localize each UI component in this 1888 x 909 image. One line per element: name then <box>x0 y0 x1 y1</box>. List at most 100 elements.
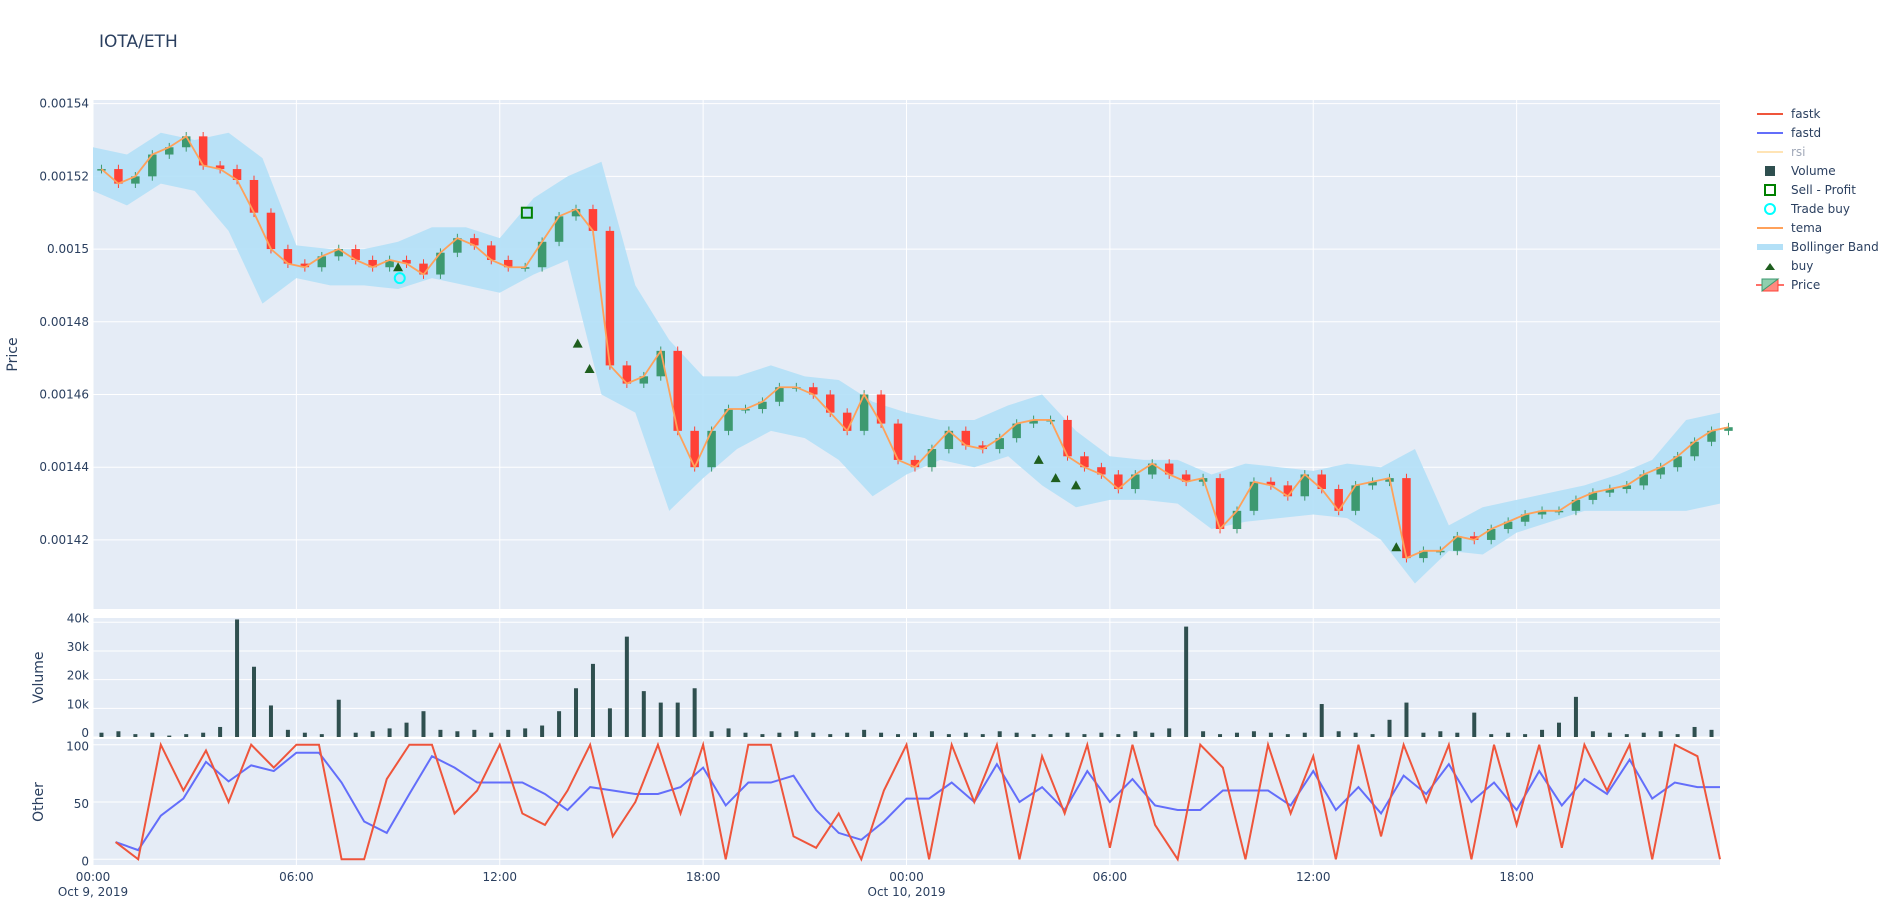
candle <box>1402 478 1411 559</box>
volume-bar <box>1658 731 1663 737</box>
legend-item-trade-buy[interactable]: Trade buy <box>1755 199 1879 218</box>
candle <box>1724 427 1733 431</box>
candle <box>809 387 818 395</box>
candle <box>165 147 174 155</box>
volume-bar <box>1082 734 1087 737</box>
volume-bar <box>557 711 562 737</box>
candle <box>368 259 377 268</box>
candle <box>470 238 479 246</box>
candle <box>1249 481 1259 511</box>
candle <box>1673 456 1682 468</box>
candle <box>1181 474 1191 482</box>
volume-bar <box>1624 734 1629 737</box>
volume-bar <box>980 734 985 737</box>
candle <box>436 252 445 275</box>
legend-item-rsi[interactable]: rsi <box>1755 142 1879 161</box>
candle <box>842 412 852 431</box>
candle <box>554 216 564 242</box>
volume-bar <box>1031 734 1036 737</box>
x-tick-label: 18:00 <box>686 870 721 884</box>
volume-bar <box>1607 732 1612 737</box>
volume-bar <box>862 729 867 737</box>
volume-bar <box>1387 719 1392 737</box>
legend-item-fastk[interactable]: fastk <box>1755 104 1879 123</box>
x-tick-label: 18:00 <box>1499 870 1534 884</box>
volume-bar <box>1370 734 1375 737</box>
volume-bar <box>777 732 782 737</box>
volume-bar <box>235 619 240 737</box>
price-ytick-label: 0.00152 <box>39 169 89 183</box>
candle <box>656 350 665 377</box>
x-tick-label: 00:00 <box>889 870 924 884</box>
candle <box>639 376 649 384</box>
chart-title: IOTA/ETH <box>99 32 178 52</box>
candle <box>1283 485 1293 497</box>
volume-bar <box>1709 729 1714 737</box>
candle <box>1317 474 1326 490</box>
candle <box>1063 419 1072 457</box>
volume-bar <box>675 702 680 737</box>
candle <box>893 423 903 460</box>
volume-ytick-label: 40k <box>67 611 89 625</box>
candle <box>1453 536 1462 551</box>
volume-bar <box>201 732 206 737</box>
candle <box>910 459 920 468</box>
legend-label: Price <box>1791 277 1821 292</box>
volume-bar <box>997 731 1002 737</box>
volume-bar <box>692 688 697 737</box>
legend-label: tema <box>1791 220 1823 235</box>
candle <box>537 241 547 268</box>
volume-bar <box>489 732 494 737</box>
volume-bar <box>268 705 273 737</box>
volume-bar <box>624 636 629 737</box>
candle <box>503 259 513 268</box>
candle <box>1266 481 1276 486</box>
volume-bar <box>421 711 426 737</box>
band-icon <box>1757 243 1783 250</box>
volume-bar <box>760 734 765 737</box>
legend-item-buy[interactable]: buy <box>1755 256 1879 275</box>
volume-bar <box>590 663 595 737</box>
volume-bar <box>828 734 833 737</box>
x-tick-label: 00:00 <box>76 870 111 884</box>
candle <box>1419 550 1428 559</box>
candle <box>1503 521 1513 530</box>
candle <box>419 263 428 275</box>
candle <box>1029 419 1038 424</box>
candle <box>944 430 954 450</box>
candle <box>1080 456 1089 468</box>
volume-bar <box>252 666 257 737</box>
volume-bar <box>1489 734 1494 737</box>
volume-bar <box>319 734 324 737</box>
candle <box>1571 499 1581 511</box>
volume-bar <box>1641 732 1646 737</box>
candle <box>334 249 343 257</box>
x-tick-label: 12:00 <box>1296 870 1331 884</box>
x-tick-date: Oct 9, 2019 <box>58 885 128 899</box>
legend-item-sell-profit[interactable]: Sell - Profit <box>1755 180 1879 199</box>
candle <box>673 350 682 431</box>
volume-bar <box>1692 726 1697 737</box>
legend-item-bollinger-band[interactable]: Bollinger Band <box>1755 237 1879 256</box>
volume-bar <box>912 732 917 737</box>
volume-bar <box>574 688 579 737</box>
legend-item-fastd[interactable]: fastd <box>1755 123 1879 142</box>
volume-bar <box>1540 729 1545 737</box>
volume-bar <box>1201 731 1206 737</box>
legend-item-volume[interactable]: Volume <box>1755 161 1879 180</box>
legend-item-tema[interactable]: tema <box>1755 218 1879 237</box>
buy-marker <box>1391 542 1402 552</box>
price-ytick-label: 0.0015 <box>47 242 89 256</box>
candle <box>1605 489 1615 493</box>
candle <box>1520 514 1530 522</box>
volume-bar <box>794 731 799 737</box>
volume-bar <box>218 726 223 737</box>
candle <box>1232 510 1242 530</box>
candle <box>266 212 276 250</box>
candle <box>385 259 394 268</box>
other-ytick-label: 50 <box>74 797 89 811</box>
volume-bar <box>1319 704 1324 737</box>
legend-item-price[interactable]: Price <box>1755 275 1879 294</box>
candle <box>114 169 123 184</box>
